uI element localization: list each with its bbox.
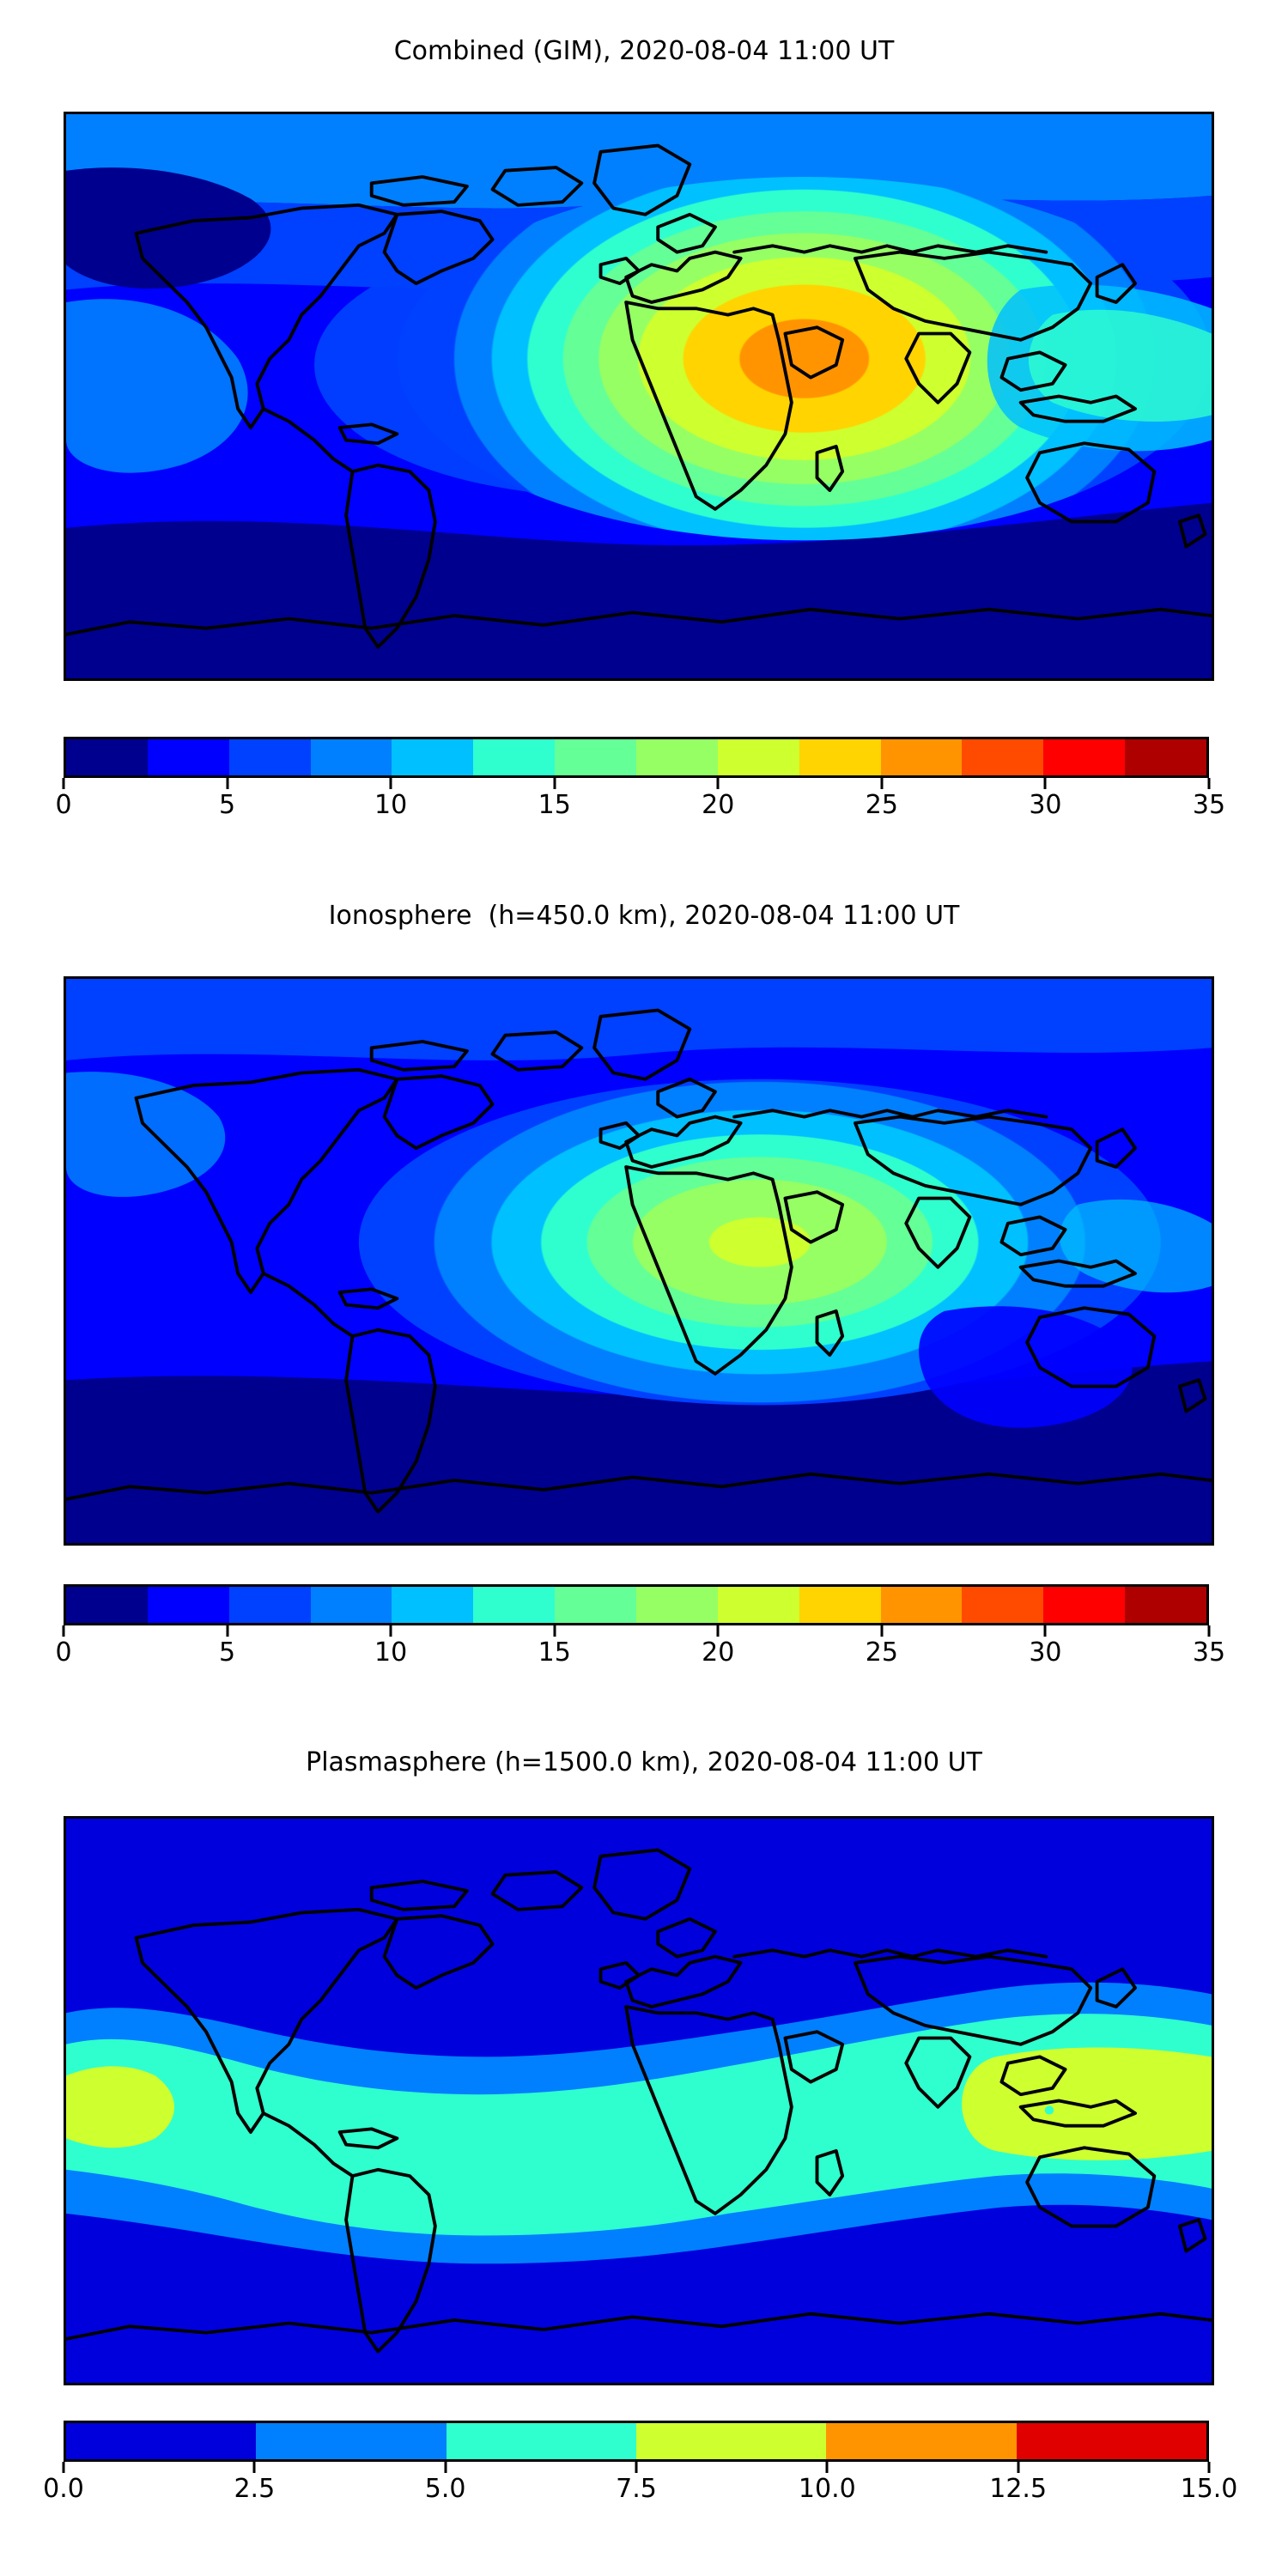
world-map-ionosphere[interactable] — [64, 976, 1214, 1546]
colorbar-tick — [389, 778, 392, 789]
colorbar-tick — [716, 1625, 720, 1637]
colorbar-tick — [635, 2462, 638, 2473]
panel-plasmasphere: Plasmasphere (h=1500.0 km), 2020-08-04 1… — [0, 1711, 1288, 2576]
colorbar-tick — [553, 778, 556, 789]
colorbar-tick-label: 30 — [1029, 790, 1062, 820]
colorbar-tick — [389, 1625, 392, 1637]
colorbar-ionosphere[interactable]: 0 5 10 15 20 25 30 35 — [55, 1584, 1225, 1668]
colorbar-axis-plasmasphere: 0.0 2.5 5.0 7.5 10.0 12.5 15.0 — [43, 2462, 1237, 2506]
colorbar-tick — [62, 778, 65, 789]
colorbar-tick — [880, 778, 884, 789]
colorbar-tick-label: 35 — [1192, 1637, 1226, 1668]
colorbar-tick-label: 10.0 — [798, 2474, 856, 2504]
colorbar-tick-label: 5 — [219, 1637, 236, 1668]
colorbar-strip-combined-gim — [64, 737, 1209, 778]
colorbar-tick-label: 0 — [55, 790, 72, 820]
map-canvas-plasmasphere — [66, 1819, 1212, 2383]
colorbar-tick-label: 15 — [538, 790, 571, 820]
colorbar-tick-label: 25 — [865, 790, 898, 820]
colorbar-tick-label: 10 — [374, 1637, 408, 1668]
colorbar-tick-label: 20 — [702, 790, 735, 820]
panel-ionosphere: Ionosphere (h=450.0 km), 2020-08-04 11:0… — [0, 865, 1288, 1741]
colorbar-tick — [252, 2462, 256, 2473]
colorbar-tick — [716, 778, 720, 789]
colorbar-tick — [1017, 2462, 1020, 2473]
colorbar-tick-label: 10 — [374, 790, 408, 820]
colorbar-combined-gim[interactable]: 0 5 10 15 20 25 30 35 — [55, 737, 1225, 820]
colorbar-tick-label: 0 — [55, 1637, 72, 1668]
map-canvas-combined-gim — [66, 114, 1212, 678]
colorbar-tick — [1207, 2462, 1211, 2473]
colorbar-tick-label: 15.0 — [1180, 2474, 1238, 2504]
colorbar-tick — [444, 2462, 447, 2473]
colorbar-strip-plasmasphere — [64, 2421, 1209, 2462]
world-map-combined-gim[interactable] — [64, 112, 1214, 681]
colorbar-tick-label: 20 — [702, 1637, 735, 1668]
colorbar-tick-label: 2.5 — [234, 2474, 276, 2504]
colorbar-tick — [62, 1625, 65, 1637]
colorbar-tick-label: 15 — [538, 1637, 571, 1668]
colorbar-tick — [1043, 1625, 1047, 1637]
colorbar-tick — [226, 1625, 229, 1637]
colorbar-tick-label: 25 — [865, 1637, 898, 1668]
colorbar-tick — [226, 778, 229, 789]
panel-title-combined-gim: Combined (GIM), 2020-08-04 11:00 UT — [393, 36, 895, 66]
colorbar-tick-label: 30 — [1029, 1637, 1062, 1668]
colorbar-tick-label: 5 — [219, 790, 236, 820]
colorbar-tick-label: 7.5 — [616, 2474, 657, 2504]
colorbar-tick-label: 0.0 — [43, 2474, 84, 2504]
colorbar-plasmasphere[interactable]: 0.0 2.5 5.0 7.5 10.0 12.5 15.0 — [43, 2421, 1237, 2504]
colorbar-tick-label: 35 — [1192, 790, 1226, 820]
panel-combined-gim: Combined (GIM), 2020-08-04 11:00 UT — [0, 0, 1288, 876]
colorbar-tick — [1207, 778, 1211, 789]
colorbar-axis-combined-gim: 0 5 10 15 20 25 30 35 — [55, 778, 1225, 823]
colorbar-tick — [1207, 1625, 1211, 1637]
colorbar-tick — [553, 1625, 556, 1637]
colorbar-axis-ionosphere: 0 5 10 15 20 25 30 35 — [55, 1625, 1225, 1670]
colorbar-tick — [1043, 778, 1047, 789]
panel-title-ionosphere: Ionosphere (h=450.0 km), 2020-08-04 11:0… — [328, 901, 960, 931]
colorbar-tick-label: 12.5 — [989, 2474, 1048, 2504]
colorbar-tick — [62, 2462, 65, 2473]
panel-title-plasmasphere: Plasmasphere (h=1500.0 km), 2020-08-04 1… — [306, 1747, 982, 1777]
colorbar-tick — [880, 1625, 884, 1637]
world-map-plasmasphere[interactable] — [64, 1816, 1214, 2385]
colorbar-tick — [825, 2462, 829, 2473]
colorbar-tick-label: 5.0 — [424, 2474, 466, 2504]
map-canvas-ionosphere — [66, 979, 1212, 1543]
colorbar-strip-ionosphere — [64, 1584, 1209, 1625]
